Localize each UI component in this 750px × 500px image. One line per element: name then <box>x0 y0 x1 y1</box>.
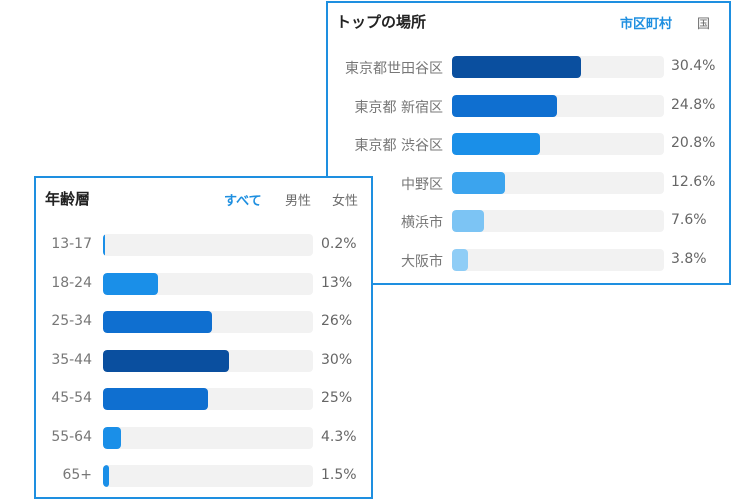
bar-track <box>452 248 664 271</box>
tab-country[interactable]: 国 <box>697 17 711 32</box>
row-label: 中野区 <box>401 176 443 193</box>
age-range-header: 年齢層 すべて 男性 女性 <box>36 178 371 218</box>
list-item: 55-64 4.3% <box>36 426 371 449</box>
bar-fill <box>452 248 469 271</box>
bar-fill <box>452 94 558 117</box>
bar-track <box>452 210 664 232</box>
list-item: 13-17 0.2% <box>36 234 371 256</box>
row-label: 55-64 <box>51 428 92 445</box>
list-item: 東京都世田谷区 30.4% <box>328 56 729 78</box>
list-item: 45-54 25% <box>36 388 371 410</box>
row-value: 30.4% <box>671 58 716 74</box>
row-value: 30% <box>321 351 353 368</box>
top-locations-card: トップの場所 市区町村 国 東京都世田谷区 30.4% 東京都 新宿区 24.8% 東京… <box>326 1 731 285</box>
row-label: 東京都世田谷区 <box>345 61 443 77</box>
row-value: 7.6% <box>671 212 707 228</box>
bar-fill <box>103 311 213 333</box>
row-label: 東京都 渋谷区 <box>354 138 443 154</box>
tab-male[interactable]: 男性 <box>285 194 312 209</box>
row-value: 12.6% <box>671 173 716 190</box>
row-label: 65+ <box>62 467 92 483</box>
list-item: 65+ 1.5% <box>36 465 371 487</box>
row-label: 35-44 <box>51 351 92 368</box>
bar-track <box>103 349 313 372</box>
list-item: 中野区 12.6% <box>328 171 729 194</box>
list-item: 東京都 新宿区 24.8% <box>328 94 729 117</box>
row-value: 20.8% <box>671 135 716 151</box>
row-label: 25-34 <box>51 313 92 329</box>
bar-fill <box>103 426 122 449</box>
age-range-title: 年齢層 <box>45 190 91 208</box>
bar-track <box>452 133 664 155</box>
row-value: 1.5% <box>321 467 357 483</box>
tab-all[interactable]: すべて <box>224 194 262 209</box>
bar-fill <box>103 465 110 487</box>
row-label: 45-54 <box>51 390 92 406</box>
row-label: 東京都 新宿区 <box>354 99 443 116</box>
bar-track <box>452 171 664 194</box>
bar-track <box>103 388 313 410</box>
bar-track <box>103 465 313 487</box>
list-item: 25-34 26% <box>36 311 371 333</box>
list-item: 18-24 13% <box>36 272 371 295</box>
row-label: 18-24 <box>51 274 92 291</box>
row-value: 0.2% <box>321 236 357 252</box>
bar-track <box>103 426 313 449</box>
row-value: 24.8% <box>671 96 716 113</box>
tab-city[interactable]: 市区町村 <box>620 17 673 32</box>
top-locations-header: トップの場所 市区町村 国 <box>328 3 729 43</box>
tab-female[interactable]: 女性 <box>332 194 359 209</box>
list-item: 横浜市 7.6% <box>328 210 729 232</box>
bar-fill <box>103 388 208 410</box>
bar-fill <box>452 56 581 78</box>
bar-fill <box>452 171 506 194</box>
age-range-card: 年齢層 すべて 男性 女性 13-17 0.2% 18-24 13% 25-34 26% 3… <box>34 176 373 499</box>
list-item: 35-44 30% <box>36 349 371 372</box>
row-value: 25% <box>321 390 353 406</box>
row-label: 大阪市 <box>401 253 443 270</box>
row-value: 3.8% <box>671 250 707 267</box>
bar-fill <box>103 272 158 295</box>
bar-fill <box>452 133 541 155</box>
bar-fill <box>103 349 229 372</box>
row-label: 横浜市 <box>401 215 443 231</box>
row-label: 13-17 <box>51 236 92 252</box>
bar-fill <box>452 210 485 232</box>
row-value: 4.3% <box>321 428 357 445</box>
bar-track <box>452 94 664 117</box>
bar-track <box>103 272 313 295</box>
bar-fill <box>103 234 105 256</box>
top-locations-title: トップの場所 <box>336 13 427 31</box>
row-value: 13% <box>321 274 353 291</box>
list-item: 東京都 渋谷区 20.8% <box>328 133 729 155</box>
row-value: 26% <box>321 313 353 329</box>
bar-track <box>103 311 313 333</box>
bar-track <box>452 56 664 78</box>
bar-track <box>103 234 313 256</box>
list-item: 大阪市 3.8% <box>328 248 729 271</box>
